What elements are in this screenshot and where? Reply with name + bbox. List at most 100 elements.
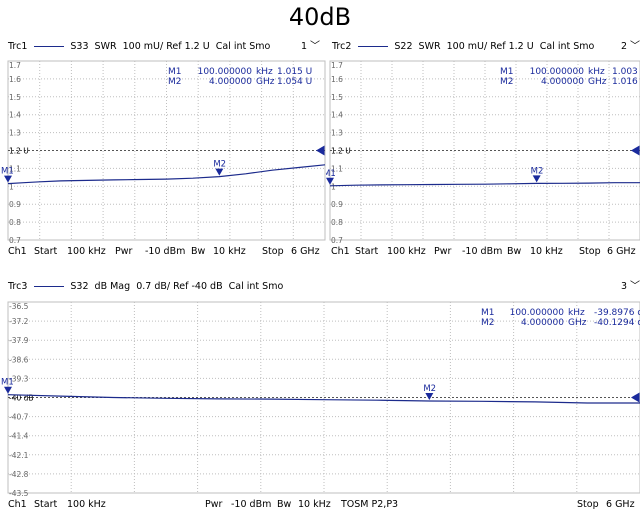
triangle-down-icon [4, 386, 12, 394]
footer-bw: Bw [277, 499, 292, 510]
trace-format: SWR [418, 41, 441, 52]
y-tick-label: 1.6 [331, 75, 343, 84]
marker-readout-label: M1 [500, 67, 514, 77]
chevron-down-icon[interactable]: ﹀ [310, 41, 320, 52]
footer-bw: Bw [507, 246, 522, 257]
footer-stop: Stop [262, 246, 284, 257]
marker-readout-value: -40.1294 dB [594, 318, 640, 328]
marker-readout-value: 1.016 U [612, 77, 640, 87]
trace-header-trc1[interactable]: Trc1 S33 SWR 100 mU/ Ref 1.2 U Cal int Sm… [8, 40, 322, 54]
footer-pwr: Pwr [205, 499, 223, 510]
footer-bw-value: 10 kHz [298, 499, 331, 510]
triangle-left-icon [316, 145, 325, 156]
trace-format: dB Mag [94, 281, 131, 292]
triangle-down-icon [4, 175, 12, 183]
y-tick-label: -37.9 [9, 336, 29, 345]
y-tick-label: 1.5 [331, 93, 343, 102]
y-tick-label: 1.5 [9, 93, 21, 102]
y-tick-label: 1.1 [9, 164, 21, 173]
footer-stop-value: 6 GHz [606, 499, 635, 510]
marker-readout-label: M2 [168, 77, 182, 87]
y-tick-label: 1.7 [9, 61, 21, 70]
trace-line-swatch [34, 46, 65, 47]
trace-header-trc3[interactable]: Trc3 S32 dB Mag 0.7 dB/ Ref -40 dB Cal in… [8, 280, 640, 294]
footer-pwr: Pwr [115, 246, 133, 257]
marker-readout-freq: 100.000000 [510, 308, 565, 318]
trace-scale: 100 mU/ Ref 1.2 U [122, 41, 210, 52]
trace-number-label: 3 [620, 281, 627, 292]
marker-readout-value: 1.015 U [277, 67, 312, 77]
marker-readout-unit: GHz [568, 318, 587, 328]
trace-scale: 0.7 dB/ Ref -40 dB [136, 281, 223, 292]
y-tick-label: 1.4 [9, 111, 21, 120]
y-tick-label: -41.4 [9, 432, 29, 441]
marker-readout-value: 1.003 U [612, 67, 640, 77]
marker-readout-unit: kHz [588, 67, 605, 77]
y-tick-label: -39.3 [9, 374, 29, 383]
marker-readout-unit: kHz [568, 308, 585, 318]
marker-readout-freq: 4.000000 [541, 77, 584, 87]
marker-flag-label: M1 [1, 167, 14, 177]
footer-stop: Stop [579, 246, 601, 257]
trace-name: Trc1 [8, 41, 28, 52]
marker-flag-label: M2 [423, 384, 436, 394]
footer-pwr-value: -10 dBm [231, 499, 272, 510]
trace-number[interactable]: 1 ﹀ [301, 40, 320, 54]
triangle-down-icon [326, 177, 334, 185]
y-tick-label: 0.8 [331, 218, 343, 227]
footer-stop-value: 6 GHz [607, 246, 636, 257]
footer-start: Start [34, 499, 58, 510]
marker-readout-freq: 100.000000 [530, 67, 585, 77]
y-tick-label: 1.7 [331, 61, 343, 70]
footer-channel: Ch1 [8, 499, 27, 510]
y-tick-label: -40.7 [9, 413, 29, 422]
y-tick-label: -43.5 [9, 489, 29, 497]
page-title: 40dB [288, 3, 352, 31]
footer-bw: Bw [191, 246, 206, 257]
y-tick-label: 1.6 [9, 75, 21, 84]
trace-cal: Cal int Smo [215, 41, 271, 52]
footer-stop: Stop [577, 499, 599, 510]
marker-readout-unit: kHz [256, 67, 273, 77]
chevron-down-icon[interactable]: ﹀ [630, 41, 640, 52]
footer-start: Start [34, 246, 58, 257]
y-tick-label: 0.9 [331, 200, 343, 209]
trace-param: S32 [70, 281, 89, 292]
marker-flag-label: M1 [326, 169, 336, 179]
chevron-down-icon[interactable]: ﹀ [630, 281, 640, 292]
marker-readout-label: M1 [168, 67, 182, 77]
trace-param: S33 [70, 41, 89, 52]
y-tick-label: -37.2 [9, 317, 29, 326]
y-tick-label: 1.2 U [9, 147, 29, 156]
trace-number-label: 2 [620, 41, 627, 52]
y-tick-label: 0.7 [9, 236, 21, 245]
trace-line-swatch [34, 286, 65, 287]
triangle-left-icon [631, 145, 640, 156]
trace-line [7, 394, 640, 404]
footer-stop-value: 6 GHz [291, 246, 320, 257]
marker-readout-label: M2 [481, 318, 495, 328]
trace-line-swatch [358, 46, 389, 47]
trace-format: SWR [94, 41, 117, 52]
chart-trc3[interactable]: -36.5 -37.2 -37.9 -38.6 -39.3 -40 dB -40.7 -41.… [0, 296, 640, 497]
y-tick-label: 1.4 [331, 111, 343, 120]
trace-header-trc2[interactable]: Trc2 S22 SWR 100 mU/ Ref 1.2 U Cal int Sm… [332, 40, 640, 54]
trace-number[interactable]: 3 ﹀ [621, 280, 640, 294]
trace-number[interactable]: 2 ﹀ [621, 40, 640, 54]
y-tick-label: -42.1 [9, 451, 29, 460]
y-tick-label: 0.8 [9, 218, 21, 227]
marker-readout-freq: 4.000000 [521, 318, 564, 328]
y-tick-label: 1 [331, 182, 336, 191]
trace-cal: Cal int Smo [539, 41, 595, 52]
marker-readout-value: -39.8976 dB [594, 308, 640, 318]
marker-flag-label: M2 [531, 166, 544, 176]
y-tick-label: 1.2 U [331, 147, 351, 156]
triangle-down-icon [215, 168, 224, 176]
footer-bw-value: 10 kHz [530, 246, 563, 257]
footer-extra: TOSM P2,P3 [341, 499, 399, 510]
marker-readout-unit: GHz [256, 77, 275, 87]
y-tick-label: 1.3 [9, 129, 21, 138]
trace-cal: Cal int Smo [228, 281, 284, 292]
